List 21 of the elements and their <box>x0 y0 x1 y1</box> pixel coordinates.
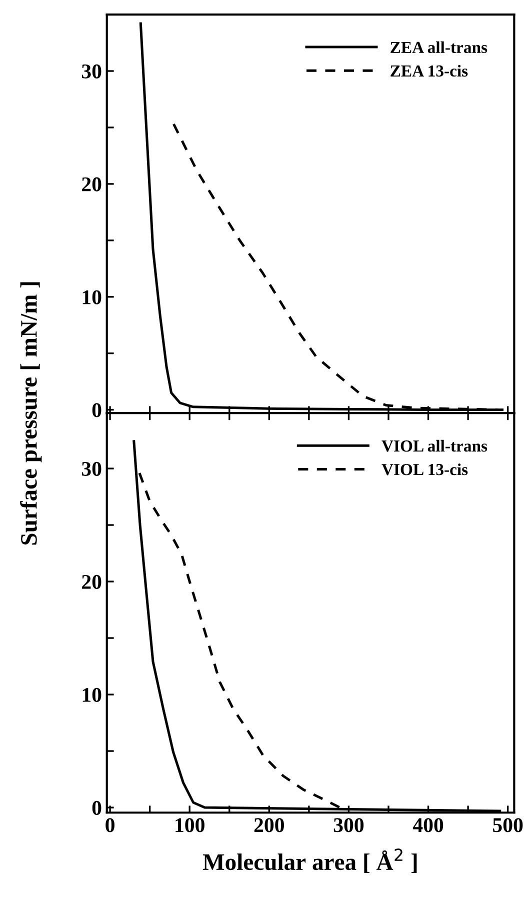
x-tick-label: 200 <box>254 818 284 832</box>
y-axis-title: Surface pressure [ mN/m ] <box>20 282 42 545</box>
legend-label: VIOL all-trans <box>382 440 488 452</box>
x-tick-label: 100 <box>176 818 204 832</box>
y-tick-label: 10 <box>82 290 102 304</box>
legend-label: ZEA all-trans <box>390 41 488 54</box>
y-tick-label: 0 <box>92 403 102 418</box>
x-tick-label: 400 <box>412 818 444 832</box>
x-axis-title: Molecular area [ Å$^{2}$ ] <box>202 848 417 874</box>
y-tick-label: 20 <box>82 177 102 192</box>
y-tick-label: 20 <box>82 574 102 589</box>
y-tick-label: 0 <box>92 800 102 815</box>
y-tick-label: 30 <box>82 64 102 78</box>
x-tick-label: 500 <box>493 818 523 832</box>
legend-label: ZEA 13-cis <box>390 64 468 77</box>
x-tick-label: 0 <box>106 818 114 832</box>
x-tick-label: 300 <box>334 818 364 832</box>
line-series <box>138 472 342 809</box>
legend-label: VIOL 13-cis <box>382 463 468 476</box>
y-tick-label: 10 <box>82 688 102 702</box>
y-tick-label: 30 <box>82 462 102 476</box>
